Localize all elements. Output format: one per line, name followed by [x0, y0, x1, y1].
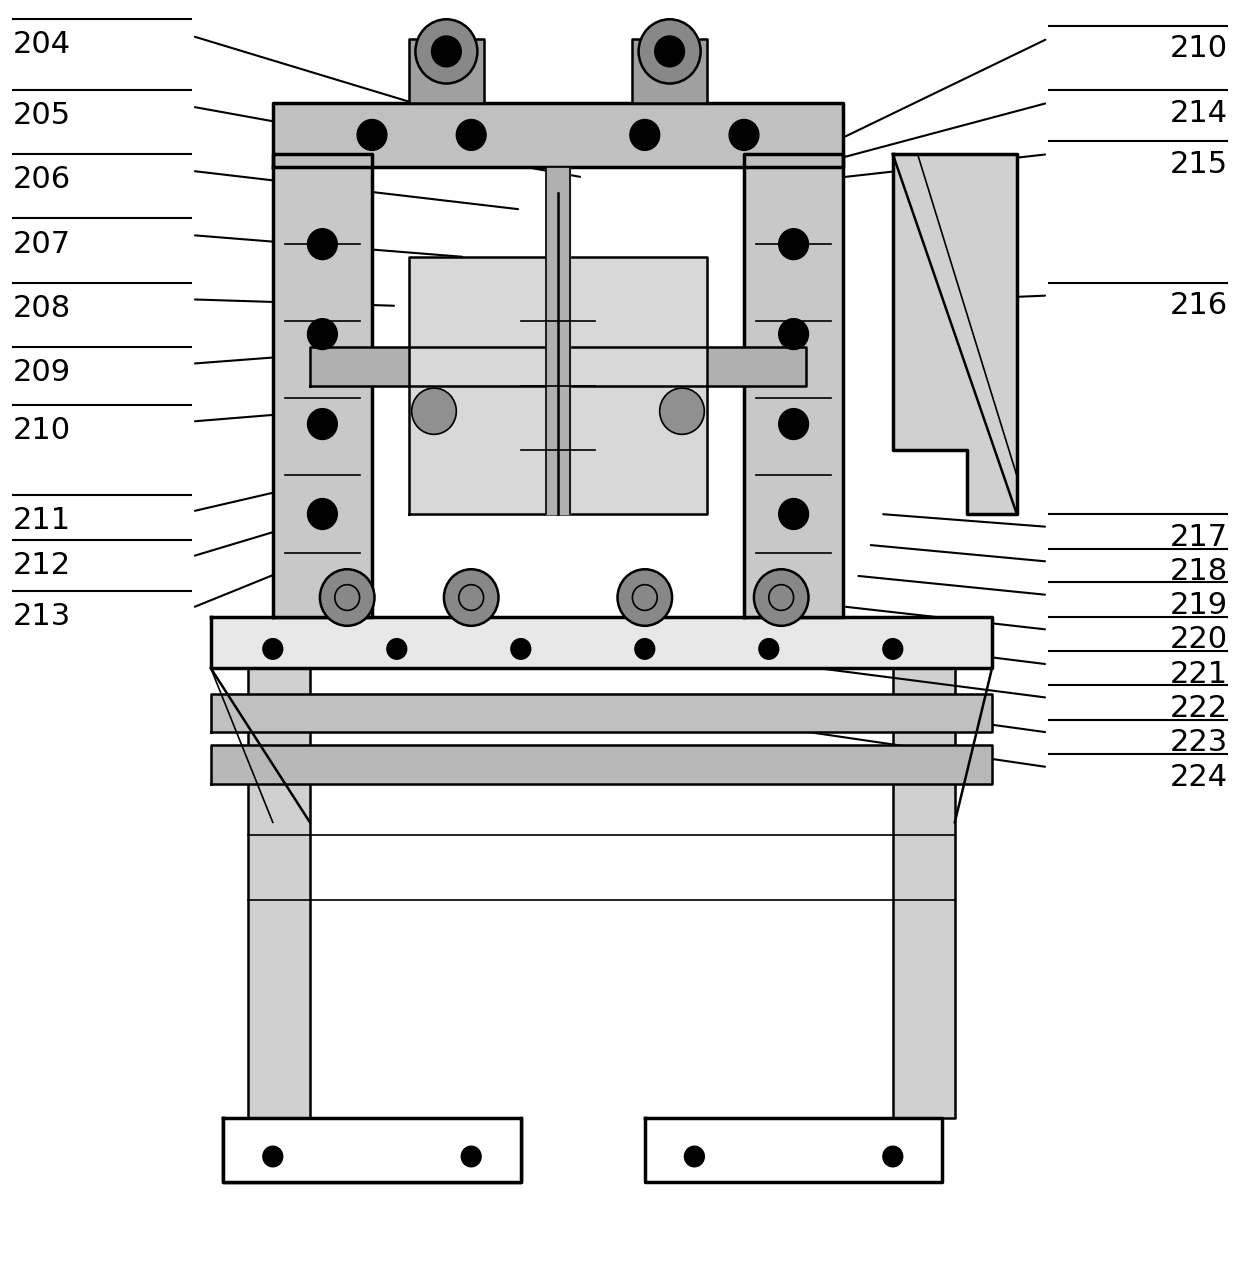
Text: 224: 224 — [1169, 763, 1228, 792]
Polygon shape — [248, 668, 310, 1118]
Circle shape — [655, 36, 684, 67]
Text: 207: 207 — [12, 230, 71, 258]
Circle shape — [444, 569, 498, 626]
Circle shape — [461, 1146, 481, 1167]
Polygon shape — [310, 347, 806, 386]
Text: 212: 212 — [12, 551, 71, 580]
Circle shape — [779, 409, 808, 439]
Text: 206: 206 — [12, 166, 71, 194]
Circle shape — [320, 569, 374, 626]
Polygon shape — [211, 617, 992, 668]
Circle shape — [263, 639, 283, 659]
Text: 217: 217 — [1169, 523, 1228, 551]
Circle shape — [883, 639, 903, 659]
Polygon shape — [409, 39, 484, 103]
Circle shape — [660, 388, 704, 434]
Text: 213: 213 — [12, 603, 71, 631]
Circle shape — [729, 120, 759, 150]
Text: 218: 218 — [1169, 558, 1228, 586]
Circle shape — [432, 36, 461, 67]
Circle shape — [630, 120, 660, 150]
Circle shape — [415, 19, 477, 84]
Circle shape — [263, 1146, 283, 1167]
Text: 210: 210 — [1169, 35, 1228, 63]
Text: 214: 214 — [1169, 99, 1228, 127]
Circle shape — [511, 639, 531, 659]
Polygon shape — [273, 154, 372, 617]
Circle shape — [779, 229, 808, 260]
Text: 205: 205 — [12, 102, 71, 130]
Text: 209: 209 — [12, 359, 71, 387]
Text: 215: 215 — [1169, 150, 1228, 179]
Text: 210: 210 — [12, 416, 71, 445]
Circle shape — [779, 319, 808, 350]
Circle shape — [308, 229, 337, 260]
Polygon shape — [893, 668, 955, 1118]
Polygon shape — [409, 257, 707, 514]
Polygon shape — [744, 154, 843, 617]
Circle shape — [456, 120, 486, 150]
Text: 208: 208 — [12, 294, 71, 323]
Polygon shape — [211, 745, 992, 784]
Circle shape — [779, 499, 808, 529]
Polygon shape — [223, 1118, 521, 1182]
Text: 223: 223 — [1169, 729, 1228, 757]
Circle shape — [639, 19, 701, 84]
Text: 219: 219 — [1169, 591, 1228, 619]
Polygon shape — [632, 39, 707, 103]
Circle shape — [308, 319, 337, 350]
Text: 211: 211 — [12, 506, 71, 535]
Text: 204: 204 — [12, 31, 71, 59]
Circle shape — [883, 1146, 903, 1167]
Polygon shape — [211, 694, 992, 732]
Circle shape — [754, 569, 808, 626]
Circle shape — [412, 388, 456, 434]
Circle shape — [635, 639, 655, 659]
Circle shape — [618, 569, 672, 626]
Polygon shape — [546, 167, 570, 514]
Text: 222: 222 — [1169, 694, 1228, 722]
Circle shape — [759, 639, 779, 659]
Circle shape — [308, 409, 337, 439]
Polygon shape — [645, 1118, 942, 1182]
Circle shape — [357, 120, 387, 150]
Text: 221: 221 — [1169, 660, 1228, 689]
Polygon shape — [273, 103, 843, 167]
Circle shape — [308, 499, 337, 529]
Circle shape — [387, 639, 407, 659]
Text: 216: 216 — [1169, 292, 1228, 320]
Text: 220: 220 — [1169, 626, 1228, 654]
Circle shape — [684, 1146, 704, 1167]
Polygon shape — [893, 154, 1017, 514]
